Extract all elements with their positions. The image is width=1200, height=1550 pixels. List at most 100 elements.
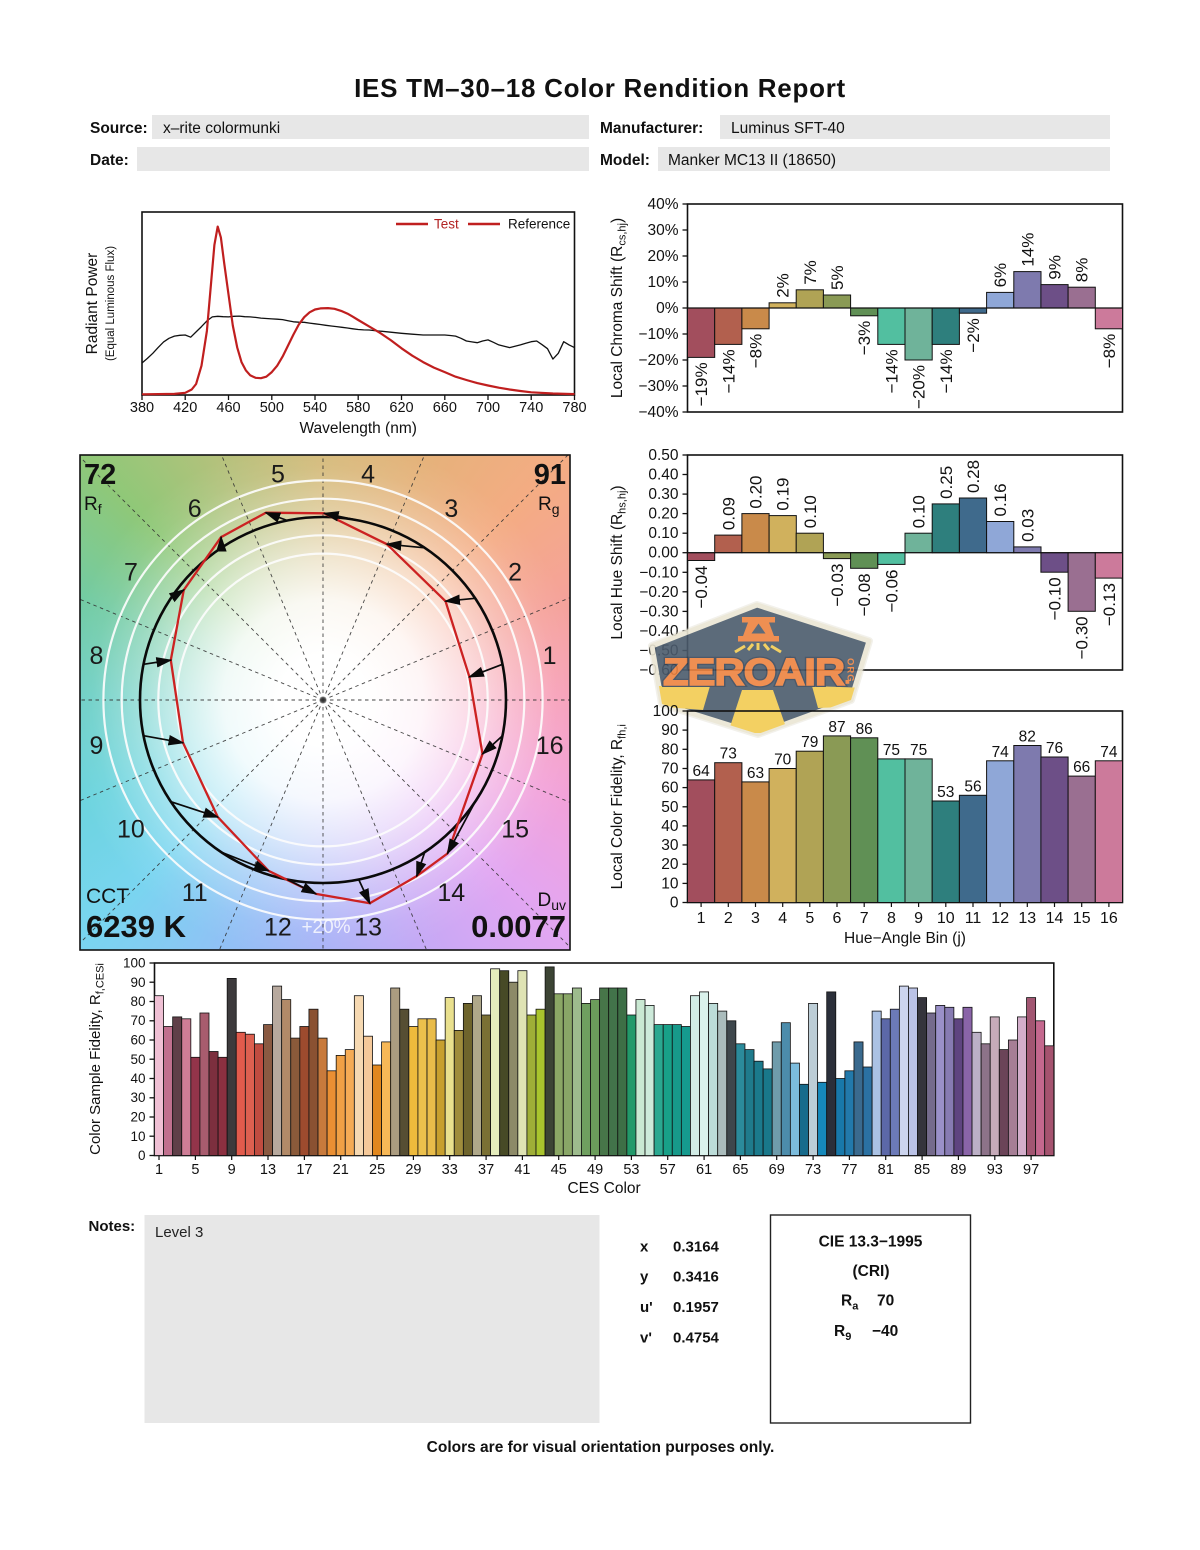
svg-text:CES Color: CES Color [567,1180,640,1197]
svg-text:90: 90 [130,975,145,990]
svg-text:3: 3 [444,495,458,523]
svg-text:0.50: 0.50 [648,447,679,464]
svg-text:700: 700 [476,400,500,416]
svg-text:81: 81 [878,1162,894,1178]
svg-text:9: 9 [228,1162,236,1178]
svg-text:45: 45 [551,1162,567,1178]
svg-text:70: 70 [661,761,679,778]
svg-text:0.3164: 0.3164 [673,1238,720,1255]
svg-text:−8%: −8% [1100,334,1119,369]
svg-text:0.03: 0.03 [1018,509,1037,542]
svg-text:Wavelength (nm): Wavelength (nm) [299,420,416,437]
svg-text:1: 1 [697,910,706,927]
svg-text:33: 33 [442,1162,458,1178]
svg-text:80: 80 [661,741,679,758]
svg-text:65: 65 [732,1162,748,1178]
svg-text:−3%: −3% [855,321,874,356]
svg-text:5: 5 [805,910,814,927]
svg-text:89: 89 [950,1162,966,1178]
svg-text:6%: 6% [991,263,1010,288]
svg-text:Reference: Reference [508,217,570,232]
svg-text:75: 75 [883,742,900,759]
svg-text:−30%: −30% [638,378,678,395]
svg-text:−14%: −14% [937,349,956,393]
svg-text:16: 16 [1100,910,1118,927]
svg-text:20%: 20% [647,248,678,265]
svg-text:Source:: Source: [90,120,148,137]
svg-text:Rg: Rg [538,494,560,517]
svg-text:7%: 7% [801,260,820,285]
svg-text:9%: 9% [1046,255,1065,280]
svg-text:13: 13 [260,1162,276,1178]
svg-text:x–rite colormunki: x–rite colormunki [163,120,280,137]
svg-text:−0.08: −0.08 [855,573,874,616]
svg-text:0.09: 0.09 [719,497,738,530]
svg-text:4: 4 [361,460,375,488]
svg-text:20: 20 [661,856,679,873]
svg-text:0.00: 0.00 [648,545,679,562]
svg-text:15: 15 [501,815,529,843]
svg-text:10: 10 [130,1129,145,1144]
svg-text:25: 25 [369,1162,385,1178]
svg-text:420: 420 [173,400,197,416]
svg-text:21: 21 [333,1162,349,1178]
svg-text:60: 60 [130,1033,145,1048]
svg-text:9: 9 [89,732,103,760]
svg-text:7: 7 [124,559,138,587]
svg-text:660: 660 [433,400,457,416]
svg-text:−20%: −20% [638,352,678,369]
svg-text:1: 1 [155,1162,163,1178]
svg-text:−0.06: −0.06 [882,570,901,613]
svg-text:ZEROAIR: ZEROAIR [663,652,845,694]
svg-text:−14%: −14% [719,349,738,393]
svg-text:−40%: −40% [638,404,678,421]
svg-text:8%: 8% [1073,258,1092,283]
svg-text:14%: 14% [1018,233,1037,267]
svg-text:0.28: 0.28 [964,460,983,493]
svg-text:−40: −40 [872,1323,898,1340]
svg-text:0%: 0% [656,300,679,317]
svg-text:77: 77 [841,1162,857,1178]
svg-text:41: 41 [514,1162,530,1178]
svg-text:Notes:: Notes: [89,1218,136,1235]
svg-text:50: 50 [661,799,679,816]
svg-text:0.10: 0.10 [648,525,679,542]
svg-text:5%: 5% [828,265,847,290]
svg-text:8: 8 [89,642,103,670]
svg-text:500: 500 [260,400,284,416]
svg-text:5: 5 [271,460,285,488]
svg-text:IES TM–30–18 Color Rendition R: IES TM–30–18 Color Rendition Report [354,73,846,103]
svg-text:97: 97 [1023,1162,1039,1178]
svg-text:70: 70 [130,1013,145,1028]
svg-text:(Equal Luminous Flux): (Equal Luminous Flux) [105,246,117,361]
svg-text:Manufacturer:: Manufacturer: [600,120,703,137]
svg-text:76: 76 [1046,740,1063,757]
svg-text:0.20: 0.20 [747,476,766,509]
svg-text:12: 12 [264,914,292,942]
svg-text:0.20: 0.20 [648,506,679,523]
svg-text:93: 93 [987,1162,1003,1178]
svg-text:Luminus SFT-40: Luminus SFT-40 [731,120,845,137]
svg-text:Level 3: Level 3 [155,1224,203,1241]
svg-text:6239 K: 6239 K [86,909,187,944]
svg-text:740: 740 [519,400,543,416]
svg-text:CCT: CCT [86,885,129,908]
svg-text:Date:: Date: [90,152,129,169]
svg-text:53: 53 [937,784,954,801]
svg-text:380: 380 [130,400,154,416]
svg-text:0: 0 [670,895,679,912]
svg-text:49: 49 [587,1162,603,1178]
svg-text:61: 61 [696,1162,712,1178]
svg-text:29: 29 [405,1162,421,1178]
svg-text:Local Hue Shift (Rhs,hj): Local Hue Shift (Rhs,hj) [609,485,629,639]
svg-text:−0.30: −0.30 [1073,616,1092,659]
svg-text:85: 85 [914,1162,930,1178]
svg-text:50: 50 [130,1052,145,1067]
svg-text:86: 86 [856,721,873,738]
svg-text:13: 13 [1018,910,1036,927]
svg-text:14: 14 [437,879,465,907]
svg-text:15: 15 [1073,910,1091,927]
svg-text:3: 3 [751,910,760,927]
svg-text:580: 580 [346,400,370,416]
svg-text:−10%: −10% [638,326,678,343]
